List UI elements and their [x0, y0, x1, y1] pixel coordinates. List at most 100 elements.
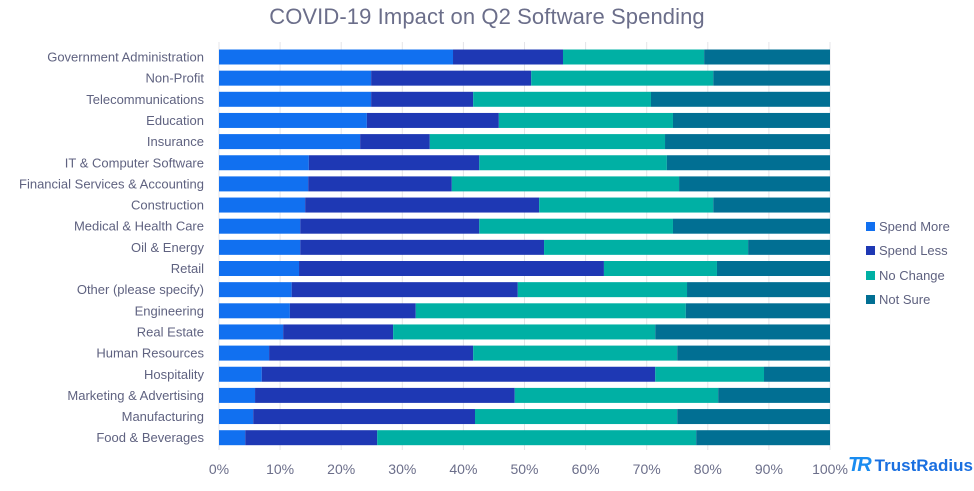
category-label: IT & Computer Software [65, 155, 204, 170]
category-label: Insurance [147, 134, 204, 149]
x-tick-label: 60% [572, 461, 600, 477]
bar-segment-not-sure [672, 112, 830, 128]
bar-segment-spend-less [371, 70, 532, 86]
bar-row [219, 261, 830, 276]
bar-segment-spend-more [219, 324, 284, 340]
legend-swatch [866, 270, 875, 280]
bar-row [219, 176, 830, 192]
bar-segment-spend-more [219, 282, 292, 298]
bar-segment-not-sure [650, 91, 830, 107]
bar-segment-no-change [429, 134, 666, 150]
legend-label: No Change [879, 267, 945, 283]
bar-segment-spend-more [219, 197, 306, 213]
category-label: Medical & Health Care [74, 219, 204, 234]
bar-segment-spend-more [219, 409, 254, 425]
bar-segment-spend-less [261, 366, 656, 382]
bar-row [219, 112, 830, 128]
bar-segment-no-change [473, 345, 678, 361]
legend-swatch [866, 295, 875, 305]
bar-segment-no-change [479, 155, 667, 171]
bar-segment-not-sure [672, 218, 830, 234]
bar-row [219, 197, 830, 213]
legend: Spend More Spend Less No Change Not Sure [866, 214, 950, 312]
bar-segment-not-sure [679, 176, 830, 192]
bar-segment-spend-more [219, 176, 309, 192]
bar-segment-spend-less [289, 303, 416, 319]
bar-segment-not-sure [677, 345, 830, 361]
bar-segment-no-change [393, 324, 656, 340]
bar-segment-not-sure [718, 387, 830, 403]
x-tick-label: 40% [449, 461, 477, 477]
bar-segment-no-change [517, 282, 688, 298]
bar-segment-spend-more [219, 70, 372, 86]
bar-segment-not-sure [704, 49, 830, 65]
chart-title: COVID-19 Impact on Q2 Software Spending [269, 4, 705, 29]
bar-row [219, 239, 830, 255]
bar-segment-spend-less [360, 134, 430, 150]
bar-segment-spend-more [219, 91, 372, 107]
legend-swatch [866, 246, 875, 256]
category-label: Engineering [135, 303, 204, 318]
x-tick-label: 0% [209, 461, 229, 477]
category-label: Construction [131, 198, 204, 213]
bar-row [219, 324, 830, 340]
legend-label: Spend Less [879, 243, 948, 259]
bar-segment-spend-more [219, 345, 270, 361]
bar-segment-spend-less [253, 409, 476, 425]
bar-segment-not-sure [685, 303, 830, 319]
bar-row [219, 345, 830, 361]
x-tick-label: 70% [633, 461, 661, 477]
legend-label: Spend More [879, 218, 950, 234]
legend-label: Not Sure [879, 292, 931, 308]
bar-row [219, 155, 830, 171]
bar-segment-spend-less [245, 430, 378, 446]
bar-segment-spend-more [219, 387, 256, 403]
legend-item: Spend Less [866, 239, 950, 264]
bar-segment-spend-less [305, 197, 540, 213]
bar-segment-spend-less [291, 282, 518, 298]
category-label: Hospitality [144, 367, 204, 382]
bar-segment-not-sure [696, 430, 830, 446]
category-labels: Government Administration Non-Profit Telec… [19, 50, 204, 446]
category-label: Food & Beverages [96, 430, 204, 445]
category-label: Non-Profit [145, 71, 204, 86]
bar-segment-not-sure [677, 409, 830, 425]
bar-row [219, 366, 830, 382]
bar-segment-spend-less [366, 112, 499, 128]
bar-segment-spend-less [269, 345, 474, 361]
bar-segment-no-change [655, 366, 765, 382]
bar-segment-spend-more [219, 134, 361, 150]
bar-segment-not-sure [666, 155, 830, 171]
bar-segment-no-change [531, 70, 714, 86]
category-label: Manufacturing [122, 409, 204, 424]
x-tick-label: 50% [510, 461, 538, 477]
bar-segment-not-sure [716, 261, 830, 276]
bar-segment-no-change [377, 430, 697, 446]
bar-segment-not-sure [764, 366, 830, 382]
x-tick-label: 20% [327, 461, 355, 477]
bar-row [219, 70, 830, 86]
bar-segment-spend-less [371, 91, 474, 107]
bar-segment-no-change [539, 197, 714, 213]
bars [219, 49, 830, 446]
bar-row [219, 282, 830, 298]
category-label: Retail [171, 261, 204, 276]
bar-segment-no-change [498, 112, 673, 128]
category-label: Human Resources [96, 346, 204, 361]
bar-segment-no-change [514, 387, 719, 403]
bar-row [219, 91, 830, 107]
bar-segment-spend-less [299, 261, 604, 276]
bar-segment-spend-less [308, 155, 480, 171]
bar-segment-no-change [473, 91, 651, 107]
bar-row [219, 218, 830, 234]
bar-row [219, 409, 830, 425]
x-axis-ticks: 0% 10% 20% 30% 40% 50% 60% 70% 80% 90% 100% [209, 461, 848, 477]
bar-segment-spend-less [300, 239, 545, 255]
bar-segment-no-change [479, 218, 673, 234]
legend-swatch [866, 221, 875, 231]
bar-segment-spend-less [300, 218, 480, 234]
bar-segment-no-change [451, 176, 680, 192]
legend-item: Not Sure [866, 288, 950, 313]
bar-segment-spend-less [308, 176, 452, 192]
category-label: Other (please specify) [77, 282, 204, 297]
